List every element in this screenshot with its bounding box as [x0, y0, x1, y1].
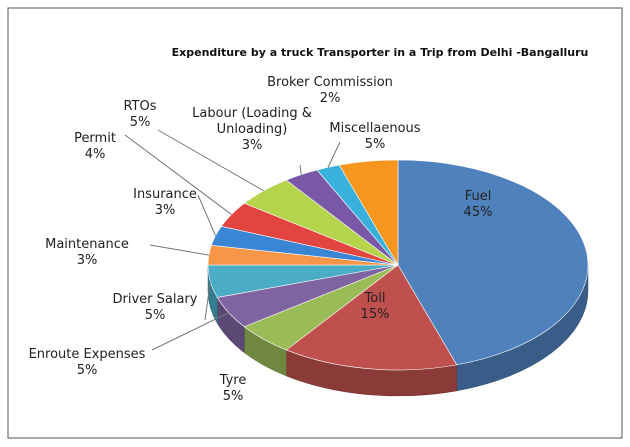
slice-percent: 5%: [129, 115, 151, 130]
slice-percent: 45%: [463, 205, 493, 220]
slice-name: Tyre: [219, 373, 247, 388]
slice-percent: 4%: [84, 147, 106, 162]
slice-name: Maintenance: [45, 237, 129, 252]
slice-name: Enroute Expenses: [28, 347, 146, 362]
slice-label: Insurance 3%: [115, 187, 215, 219]
leader-line: [157, 129, 264, 192]
slice-label: Permit 4%: [55, 131, 135, 163]
slice-name: RTOs: [123, 99, 157, 114]
slice-percent: 5%: [144, 308, 166, 323]
slice-label: Enroute Expenses 5%: [7, 347, 167, 379]
slice-percent: 5%: [76, 363, 98, 378]
slice-percent: 3%: [154, 203, 176, 218]
slice-percent: 5%: [364, 137, 386, 152]
slice-name: Permit: [74, 131, 116, 146]
slice-percent: 2%: [319, 91, 341, 106]
slice-label: Fuel 45%: [448, 189, 508, 221]
leader-line: [204, 281, 211, 321]
slice-name: Insurance: [133, 187, 197, 202]
slice-percent: 3%: [241, 138, 263, 153]
slice-label: Maintenance 3%: [27, 237, 147, 269]
slice: [397, 159, 589, 366]
leader-line: [124, 134, 232, 215]
slice-name: Fuel: [464, 189, 492, 204]
slice: [285, 264, 458, 371]
leader-line: [299, 164, 302, 175]
slice-percent: 3%: [76, 253, 98, 268]
slice-label: RTOs 5%: [110, 99, 170, 131]
slice-name: Miscellaenous: [329, 121, 421, 136]
slice-percent: 15%: [360, 307, 390, 322]
slice-label: Tyre 5%: [203, 373, 263, 405]
slice-label: Broker Commission 2%: [250, 75, 410, 107]
leader-line: [197, 194, 217, 236]
slice-label: Toll 15%: [345, 291, 405, 323]
slice-name: Driver Salary: [112, 292, 198, 307]
slice-name: Toll: [364, 291, 386, 306]
slice-name: Broker Commission: [267, 75, 393, 90]
leader-line: [149, 244, 209, 256]
slice-name: Labour (Loading & Unloading): [192, 106, 312, 137]
leader-line: [327, 141, 341, 168]
slice-label: Driver Salary 5%: [95, 292, 215, 324]
slice-label: Labour (Loading & Unloading) 3%: [187, 106, 317, 154]
slice: [338, 159, 399, 267]
slice-label: Miscellaenous 5%: [315, 121, 435, 153]
slice-percent: 5%: [222, 389, 244, 404]
leader-line: [151, 312, 229, 351]
chart-title: Expenditure by a truck Transporter in a …: [171, 46, 589, 59]
